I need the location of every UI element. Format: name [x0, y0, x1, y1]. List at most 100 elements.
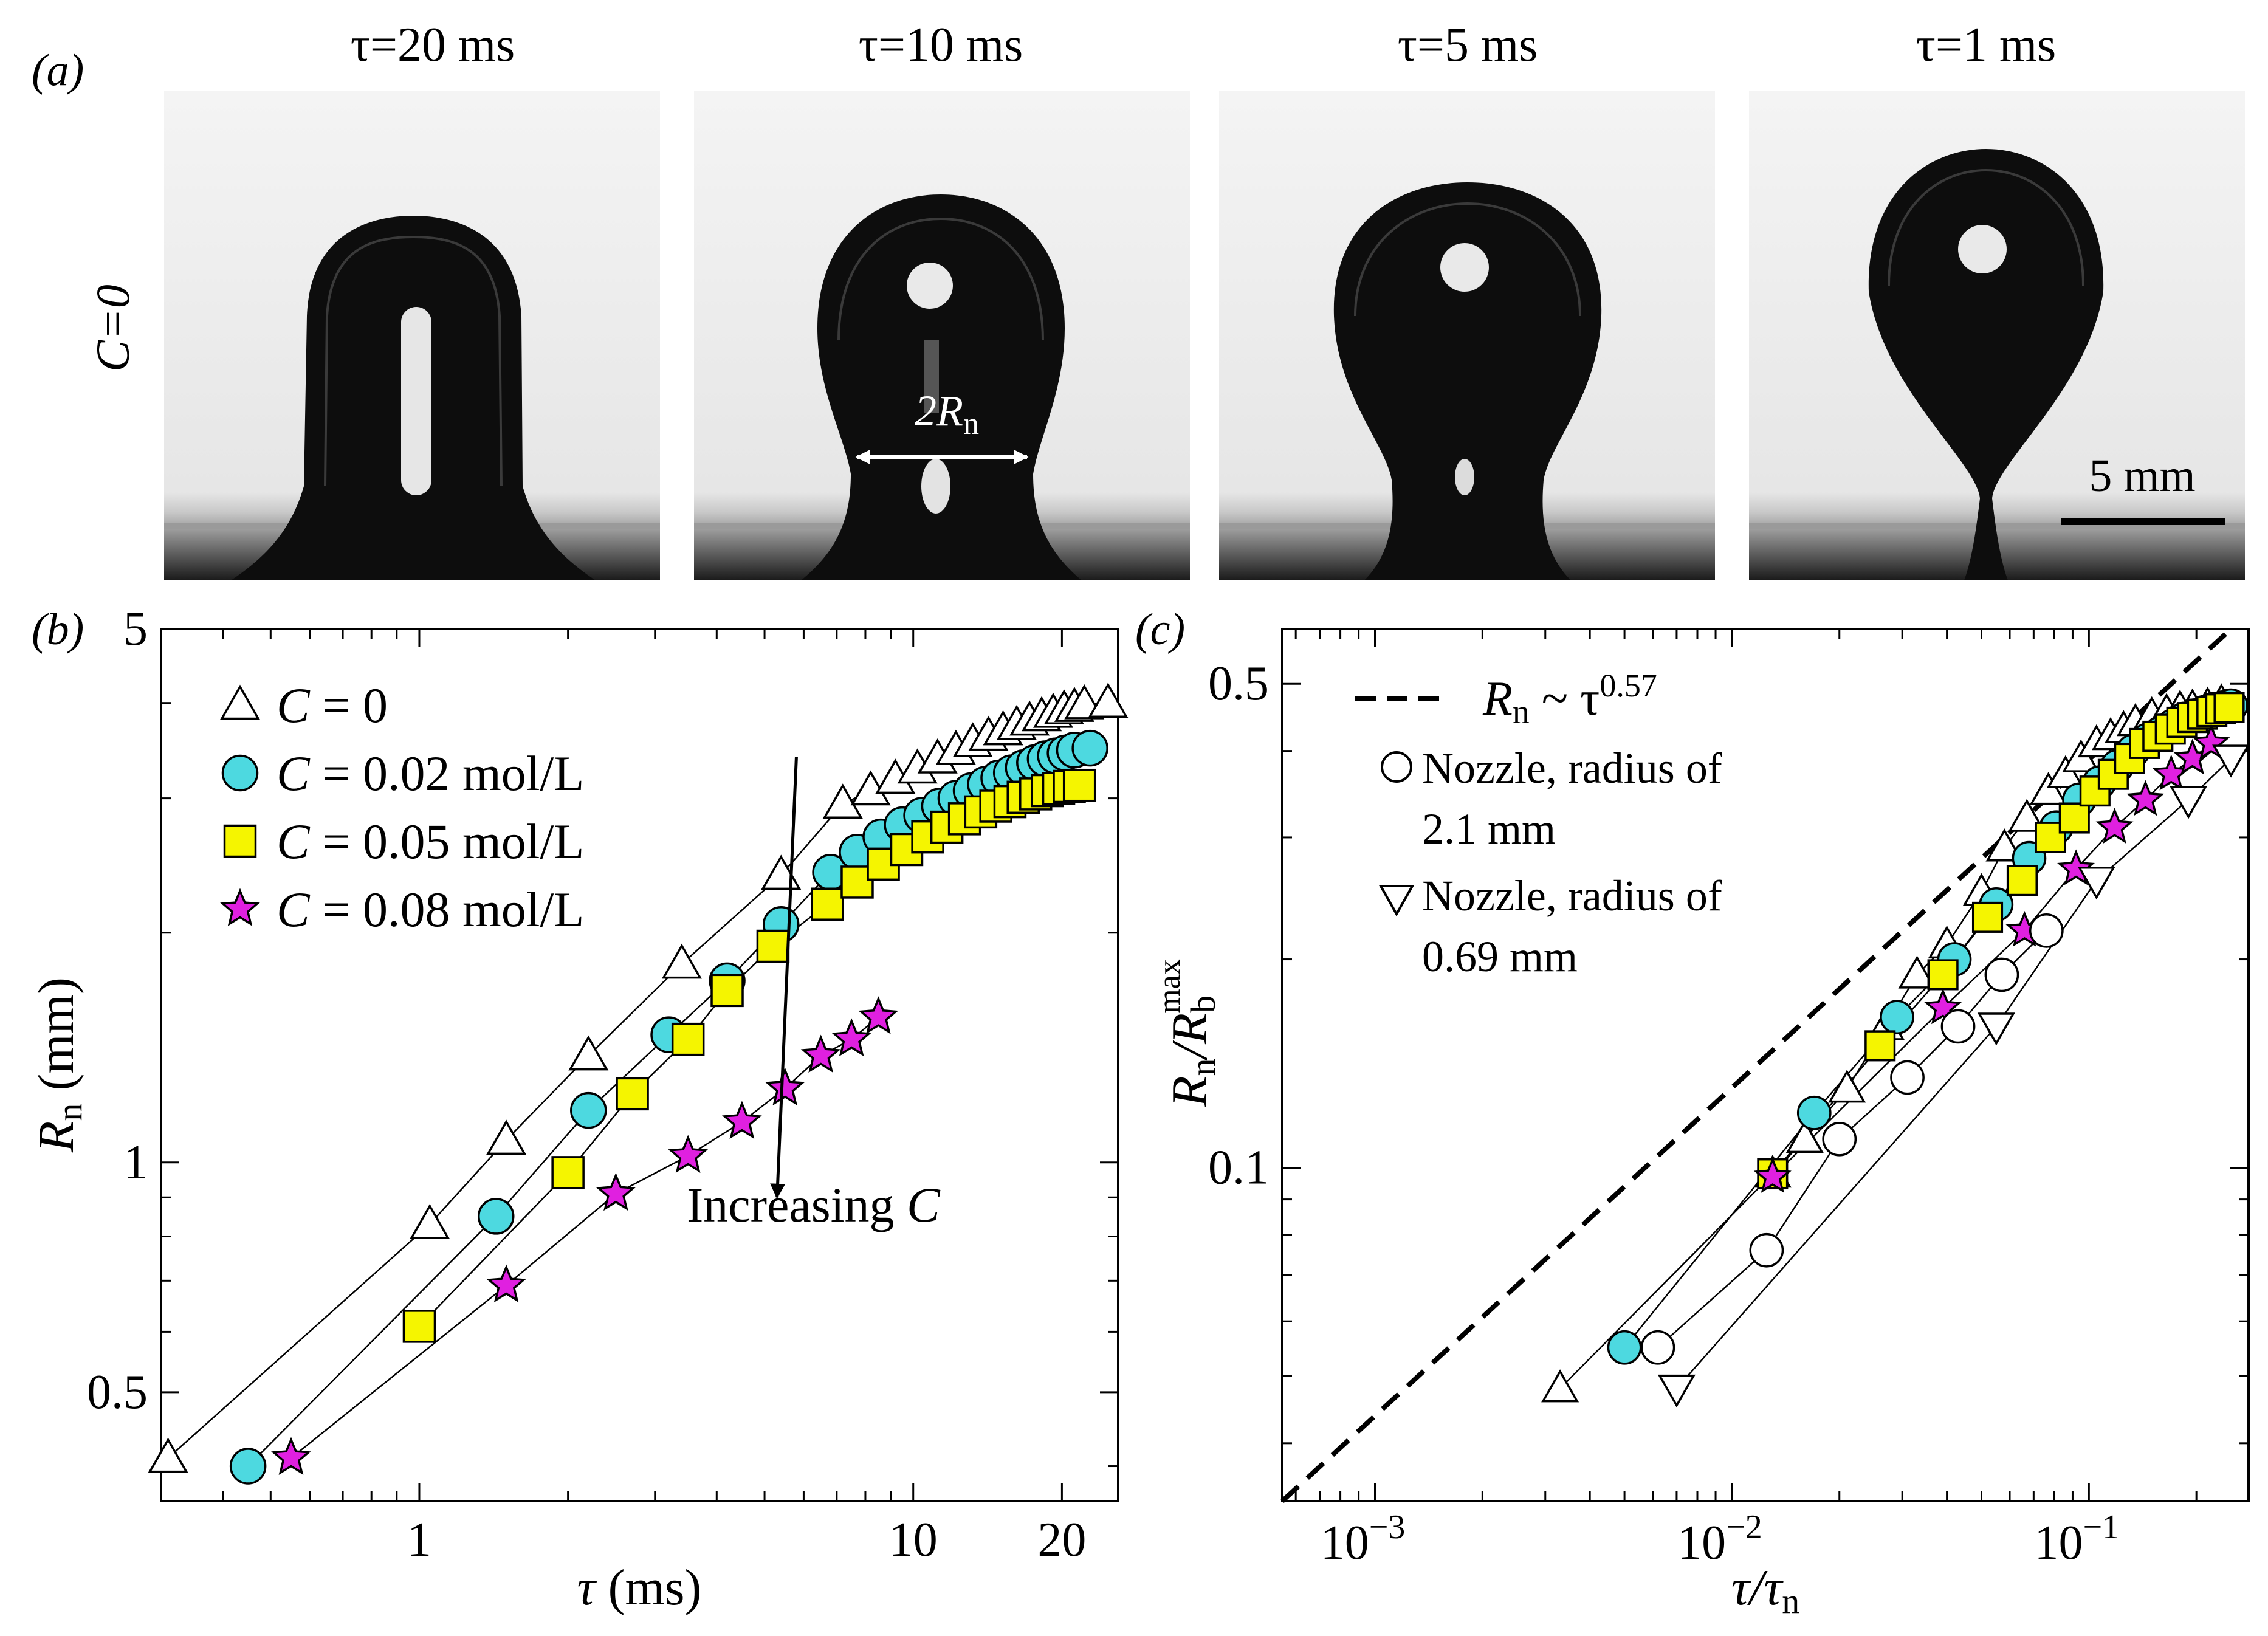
data-point-star	[765, 1067, 805, 1106]
data-point-star	[831, 1018, 872, 1057]
data-point-down-triangle	[1657, 1374, 1696, 1408]
droplet	[1868, 149, 2104, 580]
legend-item-nozzle-2-1: Nozzle, radius of	[1422, 744, 1722, 792]
data-point-down-triangle	[1977, 1012, 2015, 1046]
data-point-star	[486, 1264, 526, 1303]
droplet	[801, 194, 1082, 580]
x-tick-label: 10	[889, 1513, 938, 1567]
data-point-triangle	[486, 1119, 527, 1155]
legend-fit-label: Rn ~ τ0.57	[1482, 667, 1657, 731]
data-point-square	[710, 974, 744, 1008]
row-label: C=0	[86, 284, 139, 372]
legend-circle-icon	[1381, 751, 1412, 783]
y-tick-label: 0.5	[87, 1366, 148, 1419]
x-tick-label: 10−3	[1321, 1508, 1406, 1570]
data-point-circle	[1749, 1232, 1784, 1268]
scale-bar-label: 5 mm	[2089, 450, 2195, 501]
y-tick-label: 0.1	[1208, 1141, 1269, 1194]
axis-ticks: 10−3 10−2 10−1 0.1 0.5	[1208, 629, 2249, 1570]
data-point-circle	[1880, 1000, 1914, 1035]
data-point-star	[1753, 1157, 1792, 1193]
data-point-circle	[2029, 913, 2064, 948]
legend-item-nozzle-0-69: Nozzle, radius of	[1422, 871, 1722, 920]
data-point-square	[2213, 692, 2245, 723]
data-point-circle	[1071, 729, 1108, 767]
data-point-star	[721, 1101, 762, 1139]
frame-title: τ=1 ms	[1916, 18, 2057, 72]
data-point-down-triangle	[2212, 744, 2250, 778]
data-point-square	[840, 865, 874, 899]
data-point-star	[2126, 780, 2165, 816]
legend-item-nozzle-0-69-line2: 0.69 mm	[1422, 932, 1578, 981]
data-markers	[148, 682, 1129, 1485]
data-point-circle	[1890, 1060, 1925, 1095]
panel-c-chart: (c) 10−3 10−2 10−1 0.1 0.5 Rn ~ τ0.57 Nozzle…	[1135, 605, 2250, 1621]
data-point-triangle	[1898, 955, 1936, 989]
x-tick-label: 10−1	[2035, 1508, 2120, 1570]
increasing-c-annotation: Increasing C	[687, 1177, 941, 1232]
data-point-circle	[1640, 1330, 1675, 1365]
data-point-circle	[1984, 957, 2019, 992]
legend-item-nozzle-2-1-line2: 2.1 mm	[1422, 805, 1556, 853]
data-point-star	[596, 1172, 636, 1211]
data-point-triangle	[1541, 1369, 1579, 1403]
data-point-square	[1927, 959, 1959, 991]
data-point-triangle	[148, 1437, 188, 1473]
legend-item-label: C = 0	[277, 678, 388, 733]
legend: Rn ~ τ0.57 Nozzle, radius of 2.1 mm Nozz…	[1355, 667, 1722, 981]
x-axis-label: τ/τn	[1731, 1559, 1799, 1621]
data-point-square	[2058, 802, 2090, 834]
x-axis-label: τ (ms)	[577, 1559, 701, 1616]
data-point-square	[1062, 768, 1096, 802]
frame-tau-20: τ=20 ms	[164, 18, 660, 580]
panel-b-chart: (b) 1 10 20 0.5 1 5 Increasing C C = 0 C = 0.0…	[28, 602, 1129, 1616]
data-point-triangle	[1828, 1070, 1866, 1103]
legend-item-label: C = 0.08 mol/L	[277, 882, 584, 937]
frame-title: τ=10 ms	[859, 18, 1023, 72]
panel-a: (a) C=0 τ=20 ms τ=10 ms 2Rn τ=5 ms	[32, 18, 2245, 580]
frame-tau-1: τ=1 ms 5 mm	[1749, 18, 2245, 580]
legend-item-label: C = 0.05 mol/L	[277, 814, 584, 869]
data-point-circle	[477, 1198, 515, 1235]
data-point-square	[402, 1310, 436, 1343]
data-point-square	[551, 1156, 585, 1189]
data-point-square	[2006, 865, 2038, 896]
x-tick-label: 20	[1037, 1513, 1086, 1567]
data-point-down-triangle	[2077, 866, 2115, 900]
frame-title: τ=5 ms	[1398, 18, 1538, 72]
data-point-down-triangle	[2170, 786, 2208, 819]
data-point-triangle	[661, 943, 702, 979]
y-axis-label: Rn/Rbmax	[1152, 959, 1223, 1108]
y-axis-label: Rn (mm)	[28, 977, 89, 1153]
plot-frame	[1281, 628, 2250, 1502]
data-point-square	[223, 824, 257, 858]
data-point-circle	[1940, 1009, 1976, 1044]
series-line	[1771, 707, 2230, 1175]
data-point-star	[271, 1437, 311, 1475]
data-point-triangle	[761, 854, 802, 890]
data-point-triangle	[410, 1203, 450, 1239]
data-point-triangle	[568, 1035, 609, 1071]
data-markers	[1541, 683, 2250, 1408]
data-point-circle	[1796, 1095, 1832, 1130]
data-point-circle	[1822, 1121, 1857, 1157]
data-point-square	[616, 1077, 649, 1111]
x-tick-label: 1	[407, 1513, 431, 1567]
data-point-star	[858, 996, 899, 1034]
data-point-circle	[570, 1091, 607, 1129]
data-point-star	[220, 888, 260, 926]
data-point-square	[867, 847, 900, 881]
panel-b-label: (b)	[32, 605, 84, 655]
legend-item-label: C = 0.02 mol/L	[277, 746, 584, 801]
data-point-square	[756, 929, 790, 963]
axis-ticks: 1 10 20 0.5 1 5	[87, 602, 1118, 1567]
plot-frame	[160, 628, 1119, 1502]
data-point-triangle	[1088, 682, 1129, 718]
increasing-c-arrow	[770, 757, 798, 1199]
frame-tau-10: τ=10 ms 2Rn	[694, 18, 1190, 580]
series-line	[1675, 758, 2232, 1389]
droplet	[1333, 182, 1602, 580]
y-tick-label: 1	[123, 1136, 148, 1189]
data-point-square	[671, 1022, 705, 1056]
